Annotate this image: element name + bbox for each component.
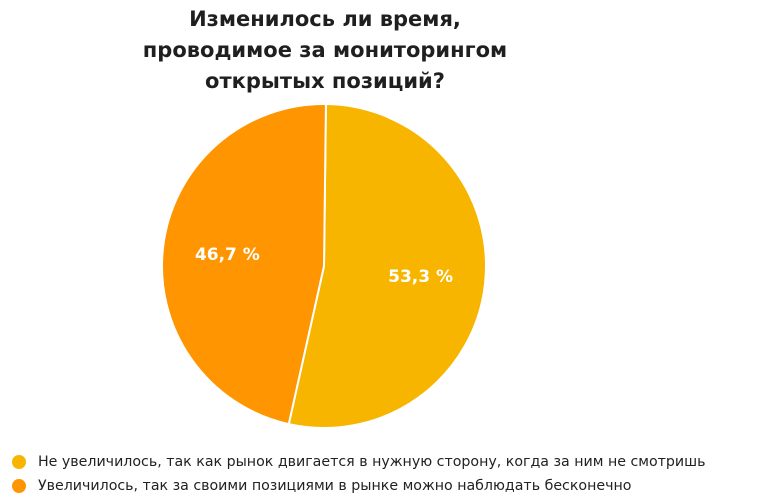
legend-dot-icon: [12, 455, 26, 469]
legend-label-increased: Увеличилось, так за своими позициями в р…: [38, 478, 632, 494]
legend-label-not-increased: Не увеличилось, так как рынок двигается …: [38, 454, 706, 470]
chart-title: Изменилось ли время, проводимое за монит…: [0, 4, 650, 97]
pie-slice-increased: [161, 103, 327, 426]
legend: Не увеличилось, так как рынок двигается …: [12, 450, 757, 498]
legend-dot-icon: [12, 479, 26, 493]
chart-title-line-1: Изменилось ли время,: [189, 7, 461, 31]
legend-item-increased: Увеличилось, так за своими позициями в р…: [12, 474, 757, 498]
chart-title-line-3: открытых позиций?: [205, 69, 445, 93]
chart-title-line-2: проводимое за мониторингом: [142, 38, 508, 62]
pie-slice-not-increased: [287, 102, 487, 429]
slice-label-not-increased: 53,3 %: [388, 267, 453, 287]
pie-chart: 53,3 % 46,7 %: [161, 102, 487, 429]
slice-label-increased: 46,7 %: [195, 245, 260, 265]
legend-item-not-increased: Не увеличилось, так как рынок двигается …: [12, 450, 757, 474]
